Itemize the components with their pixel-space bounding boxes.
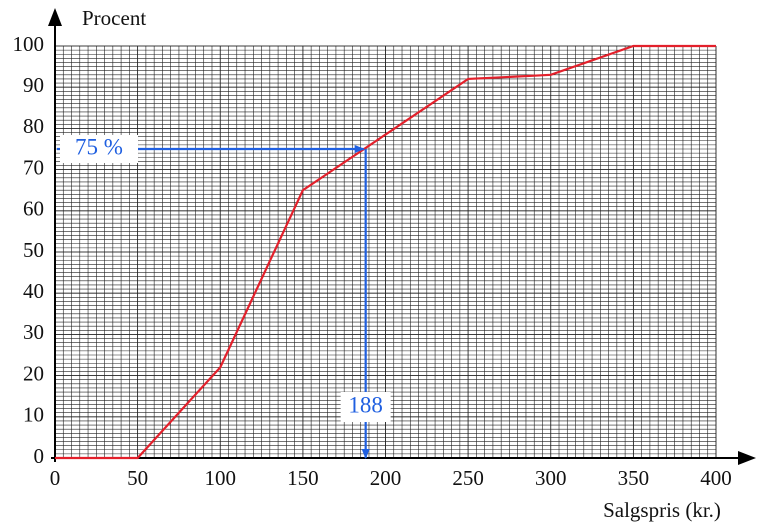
y-tick-label: 60 (23, 197, 44, 221)
x-tick-label: 350 (618, 466, 650, 490)
x-axis-label: Salgspris (kr.) (603, 498, 721, 522)
y-tick-label: 30 (23, 320, 44, 344)
annotation-label: 75 % (75, 134, 123, 159)
y-tick-label: 50 (23, 238, 44, 262)
x-axis-arrow (738, 451, 756, 465)
annotation-label: 188 (348, 392, 383, 417)
y-tick-label: 0 (34, 444, 45, 468)
x-tick-label: 50 (127, 466, 148, 490)
x-tick-label: 100 (205, 466, 237, 490)
y-tick-label: 80 (23, 114, 44, 138)
x-tick-label: 300 (535, 466, 567, 490)
data-line (55, 44, 716, 460)
x-tick-label: 150 (287, 466, 319, 490)
y-tick-label: 20 (23, 361, 44, 385)
y-tick-label: 90 (23, 73, 44, 97)
y-tick-label: 100 (13, 32, 45, 56)
y-tick-label: 40 (23, 279, 44, 303)
y-tick-label: 70 (23, 155, 44, 179)
x-tick-label: 0 (50, 466, 61, 490)
annotation-box (60, 135, 138, 163)
x-tick-label: 200 (370, 466, 402, 490)
y-axis-label: Procent (82, 6, 146, 30)
x-tick-label: 250 (452, 466, 484, 490)
y-axis-arrow (48, 8, 62, 26)
annotation-box (340, 392, 391, 422)
y-tick-label: 10 (23, 403, 44, 427)
x-tick-label: 400 (700, 466, 732, 490)
